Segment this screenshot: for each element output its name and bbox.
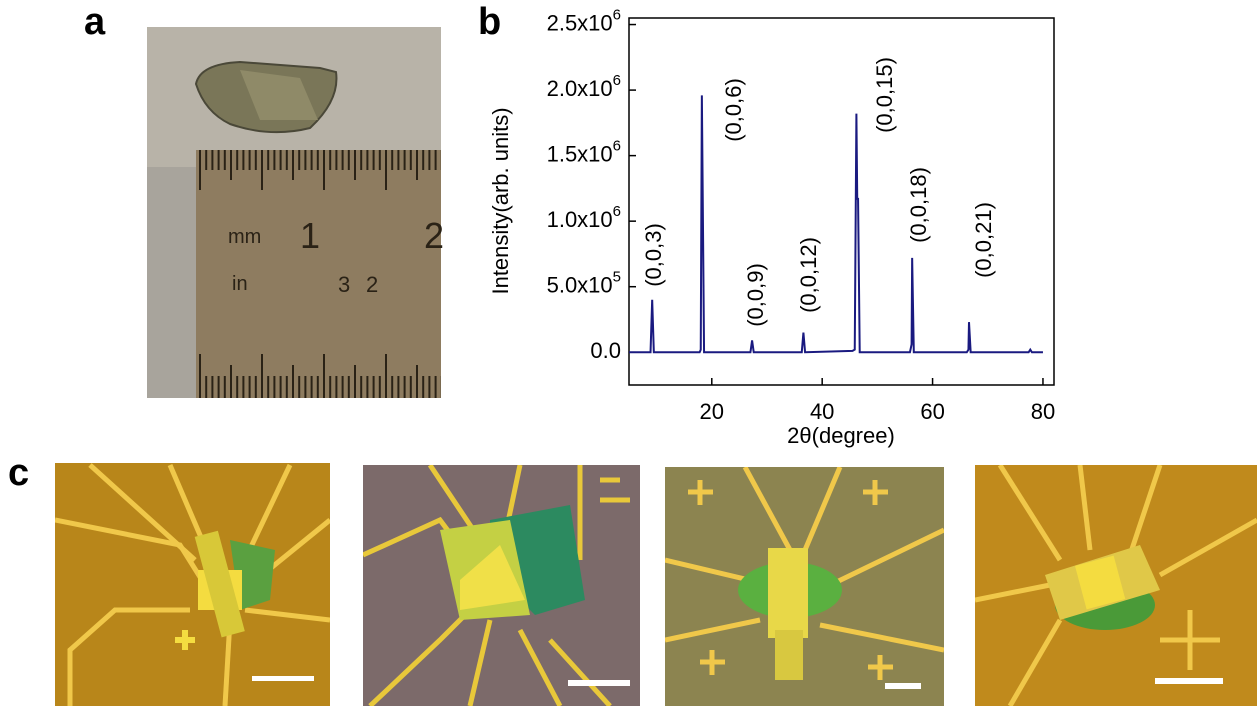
photo-device bbox=[363, 465, 640, 706]
peak-label: (0,0,15) bbox=[872, 57, 897, 133]
panel-label: b bbox=[478, 1, 501, 43]
panel-label: a bbox=[84, 1, 106, 43]
plot-frame bbox=[629, 18, 1054, 385]
ruler-label: in bbox=[232, 273, 248, 295]
photo-device bbox=[975, 465, 1257, 706]
y-tick-label: 2.0x106 bbox=[547, 72, 621, 101]
x-axis-label: 2θ(degree) bbox=[787, 423, 895, 448]
ruler-label: 2 bbox=[366, 272, 378, 297]
x-tick-label: 60 bbox=[920, 399, 944, 424]
y-tick-label: 1.5x106 bbox=[547, 138, 621, 167]
tick-mantissa: 0.0 bbox=[590, 338, 621, 363]
panel-label: c bbox=[8, 452, 29, 494]
tick-exponent: 6 bbox=[613, 72, 621, 89]
peak-label: (0,0,21) bbox=[971, 202, 996, 278]
figure: a b c mm 1 2 in 3 2 bbox=[0, 0, 1257, 706]
tick-exponent: 6 bbox=[613, 7, 621, 24]
x-tick-label: 40 bbox=[810, 399, 834, 424]
tick-exponent: 6 bbox=[613, 203, 621, 220]
photo-device bbox=[55, 463, 330, 706]
ruler-label: 1 bbox=[300, 215, 320, 256]
peak-label: (0,0,12) bbox=[796, 237, 821, 313]
photo-device bbox=[665, 467, 944, 706]
peak-label: (0,0,9) bbox=[743, 263, 768, 327]
y-tick-label: 0.0 bbox=[590, 338, 621, 363]
y-tick-label: 1.0x106 bbox=[547, 203, 621, 232]
x-tick-label: 20 bbox=[700, 399, 724, 424]
ruler-label: 3 bbox=[338, 272, 350, 297]
peak-label: (0,0,18) bbox=[906, 167, 931, 243]
tick-exponent: 5 bbox=[613, 269, 621, 286]
tick-mantissa: 1.5x10 bbox=[547, 141, 613, 166]
peak-label: (0,0,3) bbox=[641, 223, 666, 287]
tick-exponent: 6 bbox=[613, 138, 621, 155]
x-tick-label: 80 bbox=[1031, 399, 1055, 424]
xrd-chart: 2θ(degree) Intensity(arb. units) 20 40 60 8… bbox=[488, 7, 1055, 448]
y-tick-label: 2.5x106 bbox=[547, 7, 621, 36]
tick-mantissa: 2.5x10 bbox=[547, 10, 613, 35]
y-tick-label: 5.0x105 bbox=[547, 269, 621, 298]
ruler-label: 2 bbox=[424, 215, 444, 256]
tick-mantissa: 2.0x10 bbox=[547, 76, 613, 101]
ruler-label: mm bbox=[228, 226, 261, 248]
tick-mantissa: 5.0x10 bbox=[547, 273, 613, 298]
tick-mantissa: 1.0x10 bbox=[547, 207, 613, 232]
y-axis-label: Intensity(arb. units) bbox=[488, 107, 513, 294]
photo-crystal bbox=[147, 27, 442, 398]
peak-label: (0,0,6) bbox=[721, 78, 746, 142]
